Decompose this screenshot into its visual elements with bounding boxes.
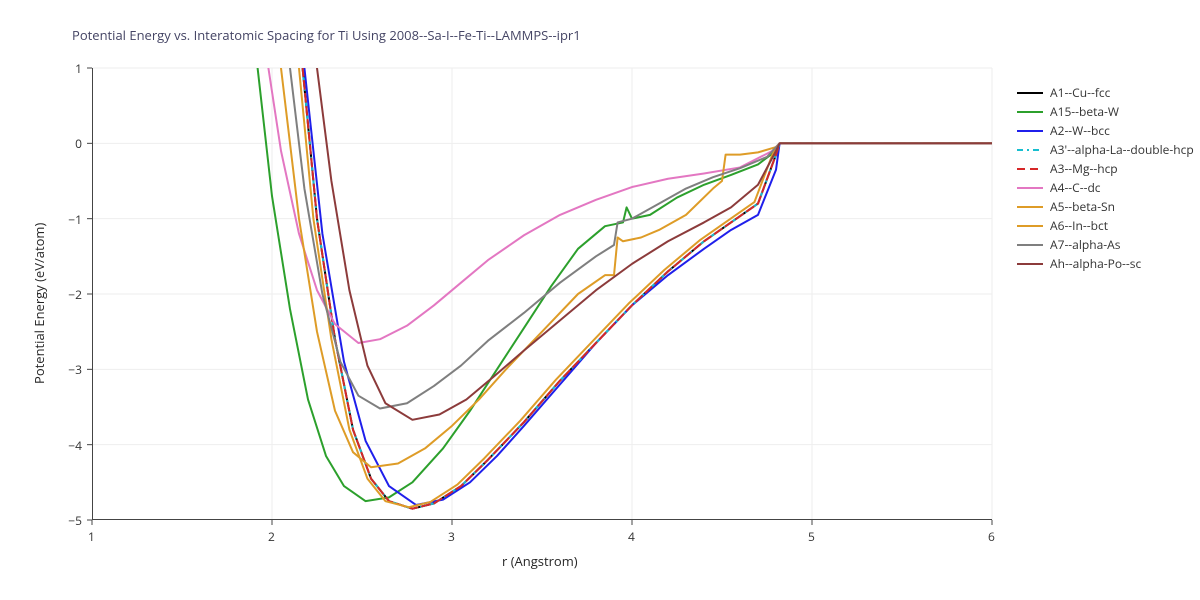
y-tick-label: −3: [68, 361, 82, 378]
chart-legend: A1--Cu--fcc A15--beta-W A2--W--bcc A3'--alp…: [1016, 83, 1194, 273]
x-tick-label: 6: [988, 528, 995, 545]
legend-item[interactable]: A5--beta-Sn: [1016, 197, 1194, 216]
legend-item[interactable]: Ah--alpha-Po--sc: [1016, 254, 1194, 273]
y-tick-label: 0: [75, 135, 82, 152]
legend-label: A7--alpha-As: [1050, 236, 1120, 253]
x-tick-label: 5: [808, 528, 815, 545]
legend-item[interactable]: A1--Cu--fcc: [1016, 83, 1194, 102]
legend-label: A3'--alpha-La--double-hcp: [1050, 141, 1194, 158]
y-tick-label: −4: [68, 437, 82, 454]
y-tick-label: −1: [68, 211, 82, 228]
legend-item[interactable]: A3--Mg--hcp: [1016, 159, 1194, 178]
legend-item[interactable]: A3'--alpha-La--double-hcp: [1016, 140, 1194, 159]
legend-label: A1--Cu--fcc: [1050, 84, 1110, 101]
legend-item[interactable]: A4--C--dc: [1016, 178, 1194, 197]
legend-label: A4--C--dc: [1050, 179, 1101, 196]
legend-item[interactable]: A6--In--bct: [1016, 216, 1194, 235]
legend-label: Ah--alpha-Po--sc: [1050, 255, 1141, 272]
legend-item[interactable]: A7--alpha-As: [1016, 235, 1194, 254]
y-tick-label: 1: [75, 60, 82, 77]
y-tick-label: −2: [68, 286, 82, 303]
x-tick-label: 1: [88, 528, 95, 545]
legend-item[interactable]: A2--W--bcc: [1016, 121, 1194, 140]
x-tick-label: 2: [268, 528, 275, 545]
chart-plot-area: [92, 68, 992, 520]
legend-label: A15--beta-W: [1050, 103, 1119, 120]
legend-label: A3--Mg--hcp: [1050, 160, 1118, 177]
y-axis-label: Potential Energy (eV/atom): [30, 223, 48, 384]
legend-item[interactable]: A15--beta-W: [1016, 102, 1194, 121]
x-axis-label: r (Angstrom): [502, 552, 578, 570]
chart-title: Potential Energy vs. Interatomic Spacing…: [72, 26, 581, 44]
y-tick-label: −5: [68, 512, 82, 529]
legend-label: A6--In--bct: [1050, 217, 1108, 234]
x-tick-label: 3: [448, 528, 455, 545]
x-tick-label: 4: [628, 528, 635, 545]
legend-label: A5--beta-Sn: [1050, 198, 1115, 215]
legend-label: A2--W--bcc: [1050, 122, 1110, 139]
